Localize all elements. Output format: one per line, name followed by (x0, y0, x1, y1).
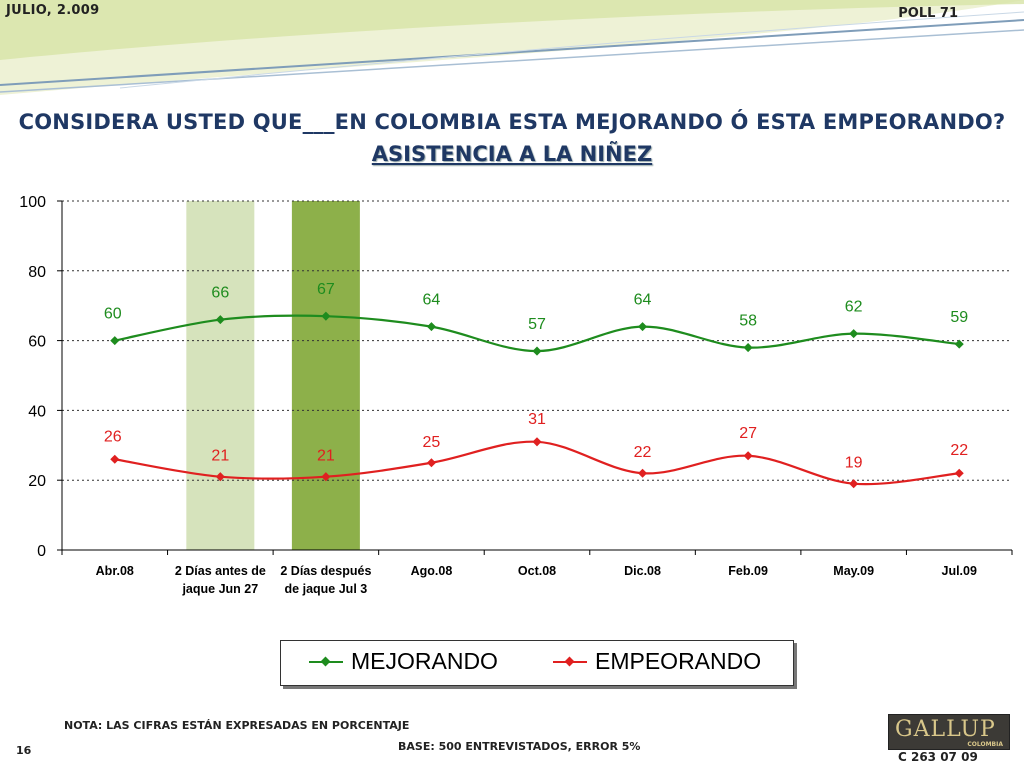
data-point (638, 322, 648, 332)
legend-label-mejorando: MEJORANDO (351, 648, 498, 674)
x-tick-label: 2 Días antes de (175, 564, 266, 578)
y-tick-label: 80 (28, 264, 46, 281)
data-label: 26 (104, 428, 122, 445)
legend-line-marker-red (553, 656, 587, 666)
legend-label-empeorando: EMPEORANDO (595, 648, 762, 674)
chart-question: CONSIDERA USTED QUE___EN COLOMBIA ESTA M… (18, 110, 1006, 134)
y-tick-label: 0 (37, 543, 46, 560)
data-label: 60 (104, 306, 122, 323)
data-label: 21 (211, 448, 229, 465)
logo-name: GALLUP (895, 717, 996, 742)
data-point (110, 336, 120, 346)
y-tick-label: 100 (19, 194, 46, 211)
data-point (743, 451, 753, 461)
chart-subject-text: ASISTENCIA A LA NIÑEZ (371, 142, 653, 166)
data-point (426, 458, 436, 468)
data-label: 25 (423, 434, 441, 451)
data-point (954, 468, 964, 478)
data-label: 64 (634, 292, 652, 309)
x-tick-label: Oct.08 (518, 564, 556, 578)
highlight-band-0 (186, 201, 255, 550)
data-label: 27 (739, 425, 757, 442)
header-poll: POLL 71 (898, 6, 958, 21)
x-tick-label: Abr.08 (96, 564, 134, 578)
data-label: 67 (317, 281, 335, 298)
header-decoration (0, 0, 1024, 95)
logo-sub: COLOMBIA (967, 741, 1003, 748)
x-tick-label: jaque Jun 27 (181, 582, 258, 596)
x-tick-label: Jul.09 (942, 564, 977, 578)
gallup-logo: GALLUP COLOMBIA (888, 714, 1010, 750)
footer-note: NOTA: LAS CIFRAS ESTÁN EXPRESADAS EN POR… (64, 719, 410, 732)
data-point (638, 468, 648, 478)
y-tick-label: 60 (28, 334, 46, 351)
data-point (426, 322, 436, 332)
data-label: 21 (317, 448, 335, 465)
footer-code: C 263 07 09 (898, 750, 978, 764)
x-tick-label: 2 Días después (280, 564, 371, 578)
data-point (532, 346, 542, 356)
highlight-band-1 (291, 201, 360, 550)
header-date: JULIO, 2.009 (6, 3, 100, 18)
data-point (849, 479, 859, 489)
x-tick-label: de jaque Jul 3 (285, 582, 368, 596)
data-label: 64 (423, 292, 441, 309)
data-point (215, 472, 225, 482)
legend-item-mejorando: MEJORANDO (309, 648, 498, 675)
legend-item-empeorando: EMPEORANDO (553, 648, 761, 675)
data-label: 57 (528, 316, 546, 333)
data-point (743, 343, 753, 353)
chart-legend: MEJORANDO EMPEORANDO (280, 640, 794, 686)
footer-base: BASE: 500 ENTREVISTADOS, ERROR 5% (398, 740, 641, 753)
data-point (110, 454, 120, 464)
data-label: 22 (634, 444, 652, 461)
x-tick-label: May.09 (833, 564, 874, 578)
legend-line-marker-green (309, 656, 343, 666)
data-label: 31 (528, 411, 546, 428)
x-tick-label: Feb.09 (728, 564, 768, 578)
data-point (532, 437, 542, 447)
data-point (849, 329, 859, 339)
data-label: 62 (845, 299, 863, 316)
data-label: 66 (211, 285, 229, 302)
x-tick-label: Ago.08 (411, 564, 453, 578)
chart-subject: ASISTENCIA A LA NIÑEZ (0, 142, 1024, 166)
page-number: 16 (16, 744, 32, 757)
y-tick-label: 40 (28, 403, 46, 420)
x-tick-label: Dic.08 (624, 564, 661, 578)
line-chart: 0 20 40 60 80 100 Abr.08 2 Días antes de jaque J… (19, 194, 1013, 596)
data-label: 59 (950, 309, 968, 326)
data-label: 22 (950, 442, 968, 459)
y-tick-label: 20 (28, 473, 46, 490)
data-label: 58 (739, 313, 757, 330)
data-label: 19 (845, 455, 863, 472)
